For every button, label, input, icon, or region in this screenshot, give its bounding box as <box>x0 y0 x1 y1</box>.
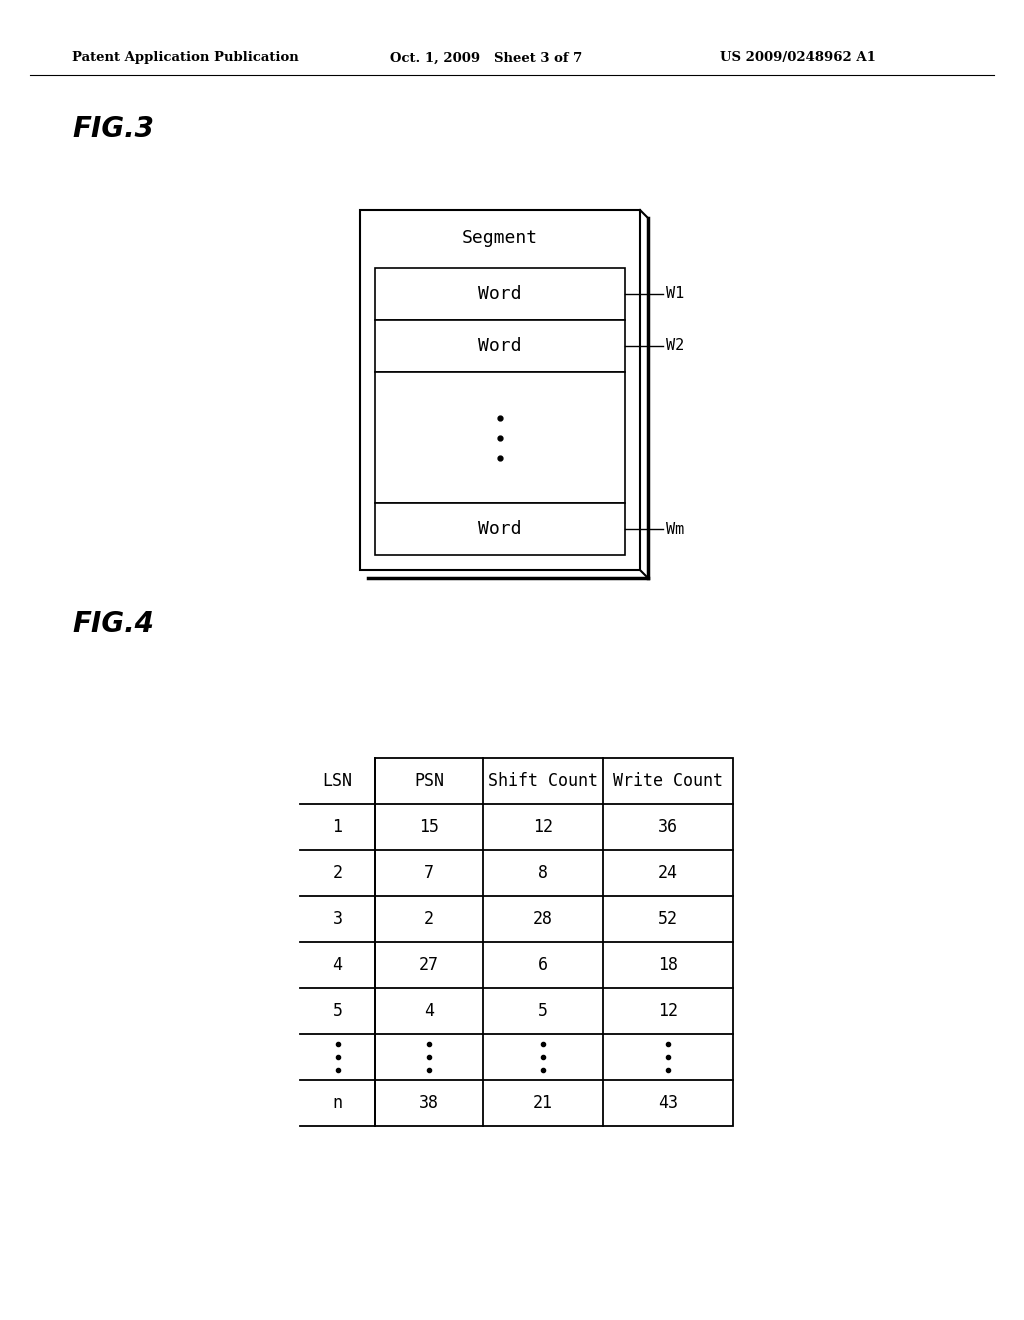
Text: W2: W2 <box>666 338 684 354</box>
Text: Write Count: Write Count <box>613 772 723 789</box>
Text: 4: 4 <box>424 1002 434 1020</box>
Text: 43: 43 <box>658 1094 678 1111</box>
Text: Patent Application Publication: Patent Application Publication <box>72 51 299 65</box>
Text: n: n <box>333 1094 342 1111</box>
Text: 27: 27 <box>419 956 439 974</box>
Text: Oct. 1, 2009   Sheet 3 of 7: Oct. 1, 2009 Sheet 3 of 7 <box>390 51 583 65</box>
Text: Wm: Wm <box>666 521 684 536</box>
Text: 52: 52 <box>658 909 678 928</box>
Text: 8: 8 <box>538 865 548 882</box>
Text: 12: 12 <box>658 1002 678 1020</box>
Text: 12: 12 <box>534 818 553 836</box>
Text: 3: 3 <box>333 909 342 928</box>
Text: US 2009/0248962 A1: US 2009/0248962 A1 <box>720 51 876 65</box>
Bar <box>375 503 625 554</box>
Text: 7: 7 <box>424 865 434 882</box>
Text: 1: 1 <box>333 818 342 836</box>
Text: 4: 4 <box>333 956 342 974</box>
Text: 5: 5 <box>333 1002 342 1020</box>
Bar <box>375 319 625 372</box>
Text: 24: 24 <box>658 865 678 882</box>
Text: Word: Word <box>478 285 522 304</box>
Text: W1: W1 <box>666 286 684 301</box>
Text: PSN: PSN <box>414 772 444 789</box>
Text: 21: 21 <box>534 1094 553 1111</box>
Text: 6: 6 <box>538 956 548 974</box>
Text: Word: Word <box>478 520 522 539</box>
Bar <box>375 758 733 1126</box>
Text: 38: 38 <box>419 1094 439 1111</box>
Text: LSN: LSN <box>323 772 352 789</box>
Bar <box>360 210 640 570</box>
Text: Segment: Segment <box>462 228 538 247</box>
Text: 2: 2 <box>333 865 342 882</box>
Text: 2: 2 <box>424 909 434 928</box>
Text: 36: 36 <box>658 818 678 836</box>
Text: FIG.4: FIG.4 <box>72 610 154 638</box>
Text: FIG.3: FIG.3 <box>72 115 154 143</box>
Text: Word: Word <box>478 337 522 355</box>
Bar <box>375 268 625 319</box>
Text: 5: 5 <box>538 1002 548 1020</box>
Bar <box>375 372 625 503</box>
Text: Shift Count: Shift Count <box>488 772 598 789</box>
Text: 15: 15 <box>419 818 439 836</box>
Text: 28: 28 <box>534 909 553 928</box>
Text: 18: 18 <box>658 956 678 974</box>
